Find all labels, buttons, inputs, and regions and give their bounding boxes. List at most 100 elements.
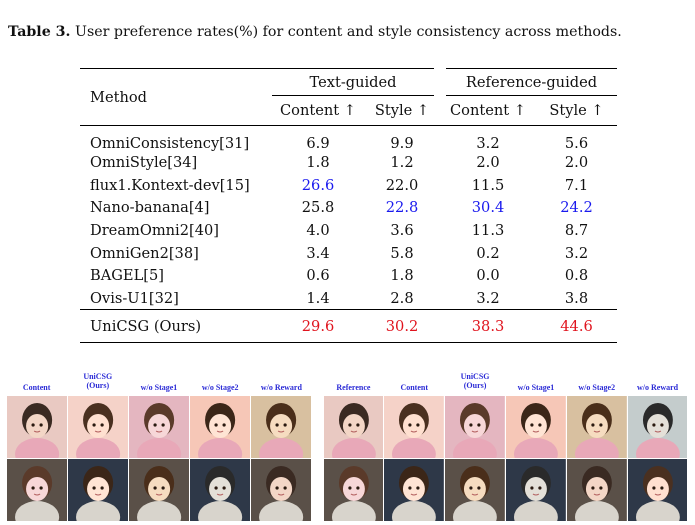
result-image	[67, 459, 128, 521]
ablation-figure-reference-guided: Reference Content UniCSG (Ours) w/o Stage1 w…	[323, 372, 688, 522]
subheader-text-style: Style ↑	[374, 102, 430, 119]
result-image	[506, 459, 566, 521]
result-image	[566, 396, 627, 458]
column-label: w/o Stage1	[140, 383, 178, 392]
column-label: w/o Reward	[260, 383, 302, 392]
result-image	[384, 459, 445, 521]
value-cell: 11.5	[471, 176, 505, 194]
result-image	[251, 396, 312, 458]
table-row-ours: UniCSG (Ours) 29.6 30.2 38.3 44.6	[80, 310, 617, 343]
result-image	[190, 459, 251, 521]
value-cell: 1.8	[390, 267, 414, 285]
method-cell: OmniConsistency[31]	[90, 134, 250, 152]
value-cell: 5.6	[564, 134, 589, 152]
value-cell: 1.4	[306, 289, 330, 307]
value-cell: 0.8	[564, 267, 589, 285]
table-row: OmniStyle[34] 1.8 1.2 2.0 2.0	[80, 152, 617, 175]
value-cell: 0.0	[476, 267, 500, 285]
method-cell: OmniStyle[34]	[90, 154, 198, 172]
column-label: w/o Stage2	[578, 383, 616, 392]
value-cell: 24.2	[560, 199, 593, 217]
table-row: BAGEL[5] 0.6 1.8 0.0 0.8	[80, 264, 617, 287]
value-cell: 2.0	[476, 154, 500, 172]
column-labels: Reference Content UniCSG (Ours) w/o Stage1 w…	[323, 372, 688, 396]
value-cell: 30.2	[385, 317, 419, 335]
value-cell: 1.2	[390, 154, 414, 172]
result-image	[627, 459, 688, 521]
value-cell: 25.8	[301, 199, 335, 217]
result-image	[323, 396, 384, 458]
results-table: Method Text-guided Reference-guided Cont…	[80, 68, 617, 343]
method-cell: BAGEL[5]	[90, 267, 164, 285]
value-cell: 38.3	[471, 317, 505, 335]
value-cell: 0.2	[476, 244, 500, 262]
value-cell: 7.1	[564, 176, 589, 194]
subheader-ref-style: Style ↑	[549, 102, 604, 119]
table-row: flux1.Kontext-dev[15] 26.6 22.0 11.5 7.1	[80, 174, 617, 197]
method-cell: OmniGen2[38]	[90, 244, 199, 262]
value-cell: 3.2	[476, 134, 500, 152]
value-cell: 11.3	[471, 222, 505, 240]
result-image	[251, 459, 312, 521]
column-label: w/o Stage2	[201, 383, 239, 392]
result-image	[445, 396, 505, 458]
value-cell: 2.0	[564, 154, 589, 172]
table-row: DreamOmni2[40] 4.0 3.6 11.3 8.7	[80, 219, 617, 242]
caption-text: User preference rates(%) for content and…	[70, 24, 622, 40]
value-cell: 5.8	[390, 244, 414, 262]
value-cell: 2.8	[390, 289, 414, 307]
method-cell: flux1.Kontext-dev[15]	[90, 176, 250, 194]
value-cell: 4.0	[306, 222, 330, 240]
column-label: w/o Reward	[637, 383, 679, 392]
image-grid	[6, 396, 312, 522]
column-label: UniCSG (Ours)	[83, 372, 113, 390]
result-image	[384, 396, 445, 458]
result-image	[445, 459, 505, 521]
value-cell: 3.4	[306, 244, 330, 262]
column-label: Content	[22, 383, 51, 392]
image-grid	[323, 396, 688, 522]
result-image	[627, 396, 688, 458]
table-row: Nano-banana[4] 25.8 22.8 30.4 24.2	[80, 197, 617, 220]
column-label: w/o Stage1	[517, 383, 555, 392]
value-cell: 1.8	[306, 154, 330, 172]
value-cell: 0.6	[306, 267, 330, 285]
method-cell: Ovis-U1[32]	[90, 289, 179, 307]
ablation-figure-text-guided: Content UniCSG (Ours) w/o Stage1 w/o Stage2…	[6, 372, 312, 522]
method-cell: UniCSG (Ours)	[90, 317, 202, 335]
table-body: OmniConsistency[31] 6.9 9.9 3.2 5.6 OmniStyle…	[80, 125, 617, 310]
value-cell: 22.0	[385, 176, 419, 194]
value-cell: 9.9	[390, 134, 414, 152]
value-cell: 3.2	[564, 244, 589, 262]
subheader-text-content: Content ↑	[280, 102, 356, 119]
result-image	[6, 396, 67, 458]
result-image	[128, 396, 190, 458]
result-image	[67, 396, 128, 458]
column-label: Content	[400, 383, 429, 392]
value-cell: 8.7	[564, 222, 589, 240]
caption-label: Table 3.	[8, 24, 71, 40]
value-cell: 30.4	[471, 199, 505, 217]
result-image	[6, 459, 67, 521]
value-cell: 3.6	[390, 222, 414, 240]
column-label: Reference	[336, 383, 371, 392]
value-cell: 26.6	[301, 176, 335, 194]
value-cell: 44.6	[560, 317, 593, 335]
method-header: Method	[90, 88, 147, 106]
value-cell: 3.8	[564, 289, 589, 307]
value-cell: 29.6	[301, 317, 335, 335]
column-label: UniCSG (Ours)	[460, 372, 490, 390]
group-header-reference-guided: Reference-guided	[434, 68, 617, 96]
column-labels: Content UniCSG (Ours) w/o Stage1 w/o Stage2…	[6, 372, 312, 396]
result-image	[566, 459, 627, 521]
method-cell: DreamOmni2[40]	[90, 222, 219, 240]
result-image	[128, 459, 190, 521]
method-cell: Nano-banana[4]	[90, 199, 210, 217]
subheader-ref-content: Content ↑	[450, 102, 526, 119]
table-row: Ovis-U1[32] 1.4 2.8 3.2 3.8	[80, 287, 617, 310]
value-cell: 3.2	[476, 289, 500, 307]
result-image	[506, 396, 566, 458]
result-image	[190, 396, 251, 458]
value-cell: 6.9	[306, 134, 330, 152]
table-caption: Table 3. User preference rates(%) for co…	[8, 24, 692, 40]
